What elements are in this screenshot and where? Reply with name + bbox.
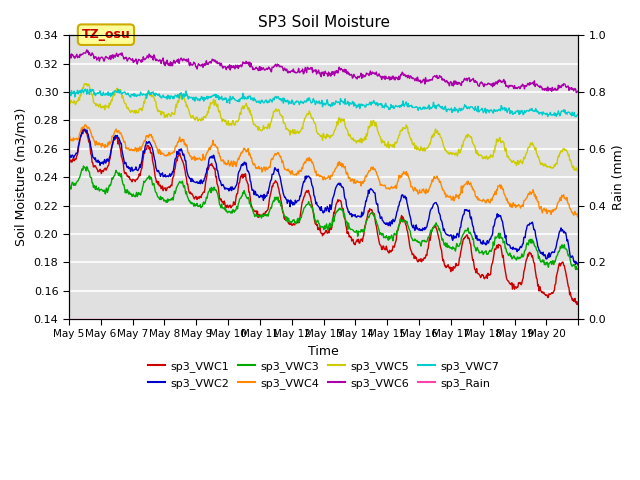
Text: TZ_osu: TZ_osu (81, 28, 131, 41)
Y-axis label: Soil Moisture (m3/m3): Soil Moisture (m3/m3) (15, 108, 28, 246)
X-axis label: Time: Time (308, 345, 339, 358)
Title: SP3 Soil Moisture: SP3 Soil Moisture (257, 15, 390, 30)
Legend: sp3_VWC1, sp3_VWC2, sp3_VWC3, sp3_VWC4, sp3_VWC5, sp3_VWC6, sp3_VWC7, sp3_Rain: sp3_VWC1, sp3_VWC2, sp3_VWC3, sp3_VWC4, … (143, 357, 504, 393)
Y-axis label: Rain (mm): Rain (mm) (612, 144, 625, 210)
